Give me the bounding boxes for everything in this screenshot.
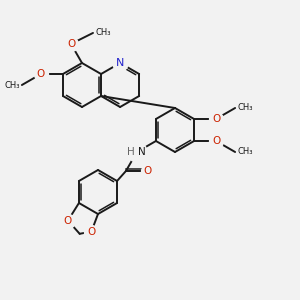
- Text: O: O: [67, 39, 75, 49]
- Text: CH₃: CH₃: [95, 28, 110, 38]
- Text: CH₃: CH₃: [237, 103, 253, 112]
- Text: O: O: [87, 226, 95, 237]
- Text: O: O: [37, 69, 45, 79]
- Text: CH₃: CH₃: [4, 80, 20, 89]
- Text: N: N: [116, 58, 124, 68]
- Text: O: O: [64, 216, 72, 226]
- Text: H: H: [127, 147, 135, 157]
- Text: O: O: [144, 166, 152, 176]
- Text: CH₃: CH₃: [237, 148, 253, 157]
- Text: N: N: [138, 147, 146, 157]
- Text: O: O: [212, 136, 220, 146]
- Text: O: O: [212, 114, 220, 124]
